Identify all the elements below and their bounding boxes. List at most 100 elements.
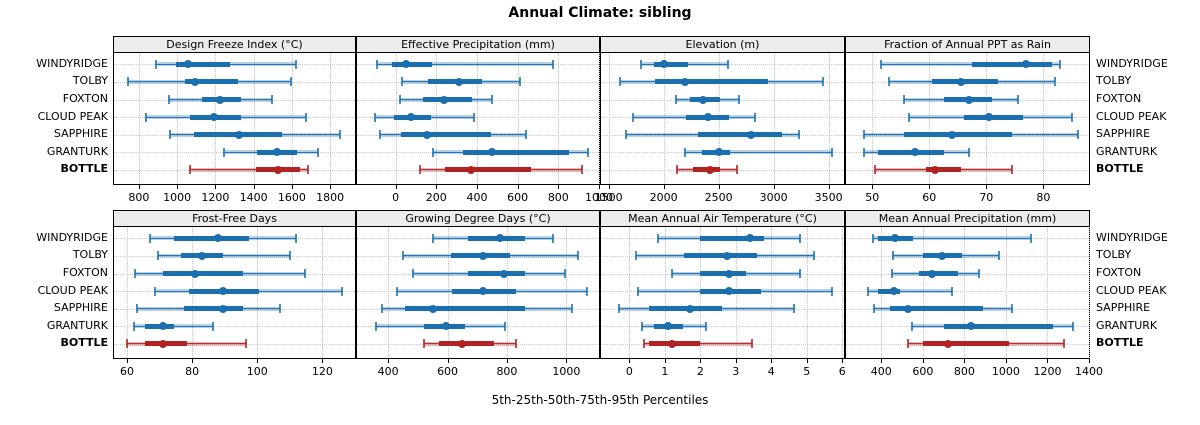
axis-tick-label: 0 — [392, 191, 400, 204]
median-dot — [423, 130, 432, 139]
station-label-left: GRANTURK — [46, 144, 108, 158]
whisker-cap — [375, 321, 378, 331]
axis-tick-label: 1400 — [1075, 365, 1103, 378]
median-dot — [479, 251, 488, 260]
panel-strip-title: Growing Degree Days (°C) — [405, 212, 551, 225]
panel-frost-free-days — [113, 226, 356, 359]
figure-title: Annual Climate: sibling — [508, 5, 692, 21]
axis-tick-label: 1200 — [1033, 365, 1062, 378]
axis-tick-label: 2 — [696, 365, 704, 378]
gridline-vertical — [253, 53, 255, 184]
gridline-vertical — [558, 53, 560, 184]
axis-tick-label: 80 — [185, 365, 200, 378]
p5-p95-band — [377, 62, 554, 67]
gridline-vertical — [771, 227, 773, 358]
panel-strip-mean-annual-precipitation-mm: Mean Annual Precipitation (mm) — [845, 210, 1090, 227]
whisker-line — [189, 169, 309, 171]
station-label-left: TOLBY — [72, 248, 108, 262]
median-dot — [956, 77, 965, 86]
station-label-right: BOTTLE — [1096, 336, 1144, 350]
median-dot — [214, 234, 223, 243]
axis-tick — [1089, 359, 1090, 363]
whisker-cap — [422, 339, 425, 349]
median-dot — [699, 95, 708, 104]
gridline-horizontal — [601, 99, 844, 101]
median-dot — [966, 322, 975, 331]
median-dot — [158, 322, 167, 331]
p25-p75-band — [878, 288, 900, 294]
p25-p75-band — [654, 79, 768, 85]
whisker-cap — [888, 77, 891, 87]
axis-tick-label: 1800 — [316, 191, 345, 204]
whisker-cap — [891, 251, 894, 261]
axis-tick — [1005, 359, 1007, 363]
whisker-cap — [169, 130, 172, 140]
axis-tick — [395, 185, 397, 189]
whisker-cap — [551, 233, 554, 243]
p25-p75-band — [918, 271, 959, 276]
station-label-right: GRANTURK — [1096, 144, 1158, 158]
axis-tick — [663, 185, 665, 189]
p25-p75-band — [698, 132, 783, 138]
p25-p75-band — [653, 61, 688, 67]
whisker-cap — [148, 233, 151, 243]
whisker-cap — [244, 339, 247, 349]
whisker-cap — [902, 95, 905, 104]
panel-strip-design-freeze-index-c: Design Freeze Index (°C) — [113, 36, 356, 53]
whisker-cap — [874, 165, 877, 175]
p25-p75-band — [684, 253, 758, 259]
whisker-cap — [381, 304, 384, 314]
whisker-cap — [637, 286, 640, 296]
gridline-horizontal — [601, 64, 844, 66]
whisker-cap — [514, 339, 517, 349]
median-dot — [406, 113, 415, 122]
p25-p75-band — [889, 306, 984, 312]
median-dot — [943, 339, 952, 348]
axis-tick — [599, 185, 600, 189]
p5-p95-band — [873, 236, 1031, 241]
p5-p95-band — [189, 167, 309, 172]
gridline-horizontal — [846, 64, 1089, 66]
median-dot — [664, 322, 673, 331]
median-dot — [745, 234, 754, 243]
gridline-horizontal — [846, 273, 1089, 275]
whisker-cap — [1059, 59, 1062, 69]
median-dot — [488, 148, 497, 157]
panel-mean-annual-air-temperature-c — [600, 226, 845, 359]
axis-tick — [517, 185, 519, 189]
whisker-cap — [431, 233, 434, 243]
axis-tick-label: 1 — [661, 365, 669, 378]
gridline-horizontal — [846, 291, 1089, 293]
whisker-cap — [586, 286, 589, 296]
whisker-cap — [212, 321, 215, 331]
whisker-cap — [617, 304, 620, 314]
whisker-cap — [997, 251, 1000, 261]
p25-p75-band — [468, 271, 525, 276]
axis-tick-label: 600 — [437, 365, 459, 378]
panel-strip-title: Mean Annual Air Temperature (°C) — [628, 212, 817, 225]
axis-tick — [291, 185, 293, 189]
gridline-vertical — [436, 53, 438, 184]
median-dot — [680, 77, 689, 86]
station-label-left: BOTTLE — [60, 162, 108, 176]
axis-tick-label: 50 — [865, 191, 880, 204]
gridline-vertical — [842, 227, 844, 358]
axis-tick-label: 120 — [311, 365, 333, 378]
whisker-cap — [831, 147, 834, 157]
whisker-cap — [675, 95, 678, 104]
median-dot — [440, 95, 449, 104]
gridline-horizontal — [846, 255, 1089, 257]
station-label-left: WINDYRIDGE — [36, 56, 108, 70]
axis-tick-label: 800 — [496, 365, 518, 378]
panel-strip-mean-annual-air-temperature-c: Mean Annual Air Temperature (°C) — [600, 210, 845, 227]
panel-strip-title: Fraction of Annual PPT as Rain — [884, 38, 1051, 51]
axis-tick-label: 6 — [838, 365, 846, 378]
axis-tick-label: 2000 — [649, 191, 678, 204]
median-dot — [660, 60, 669, 69]
axis-tick-label: 0 — [625, 365, 633, 378]
gridline-horizontal — [114, 326, 355, 328]
axis-tick — [1043, 185, 1045, 189]
p25-p75-band — [438, 341, 494, 347]
median-dot — [401, 60, 410, 69]
median-dot — [948, 130, 957, 139]
